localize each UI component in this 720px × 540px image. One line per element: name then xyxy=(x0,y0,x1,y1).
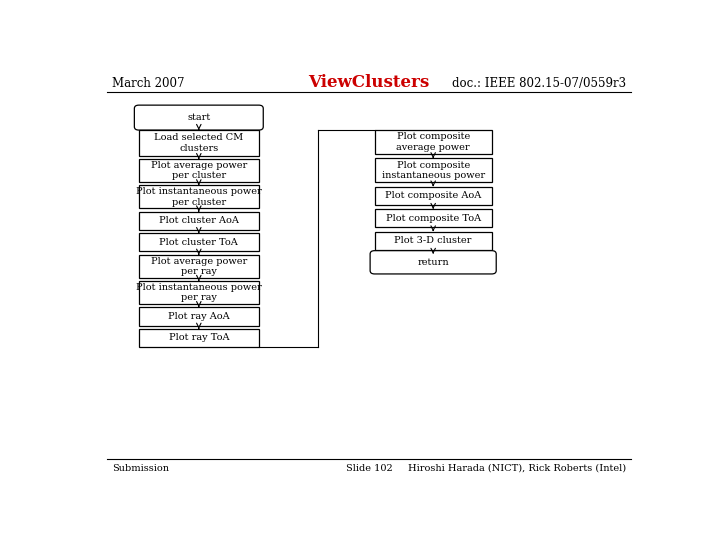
FancyBboxPatch shape xyxy=(139,130,258,156)
Text: Plot ray AoA: Plot ray AoA xyxy=(168,312,230,321)
Text: Load selected CM
clusters: Load selected CM clusters xyxy=(154,133,243,153)
Text: Plot composite ToA: Plot composite ToA xyxy=(386,214,481,222)
FancyBboxPatch shape xyxy=(135,105,264,130)
Text: Plot cluster AoA: Plot cluster AoA xyxy=(159,216,239,225)
FancyBboxPatch shape xyxy=(374,209,492,227)
FancyBboxPatch shape xyxy=(374,130,492,154)
FancyBboxPatch shape xyxy=(374,158,492,183)
Text: March 2007: March 2007 xyxy=(112,77,185,90)
Text: Hiroshi Harada (NICT), Rick Roberts (Intel): Hiroshi Harada (NICT), Rick Roberts (Int… xyxy=(408,464,626,472)
Text: Submission: Submission xyxy=(112,464,169,472)
Text: doc.: IEEE 802.15-07/0559r3: doc.: IEEE 802.15-07/0559r3 xyxy=(451,77,626,90)
FancyBboxPatch shape xyxy=(139,329,258,347)
Text: start: start xyxy=(187,113,210,122)
Text: Plot average power
per ray: Plot average power per ray xyxy=(150,256,247,276)
FancyBboxPatch shape xyxy=(139,281,258,304)
FancyBboxPatch shape xyxy=(139,159,258,182)
Text: Plot composite
average power: Plot composite average power xyxy=(396,132,470,152)
FancyBboxPatch shape xyxy=(139,307,258,326)
FancyBboxPatch shape xyxy=(374,232,492,250)
Text: Plot instantaneous power
per ray: Plot instantaneous power per ray xyxy=(136,283,261,302)
Text: Plot instantaneous power
per cluster: Plot instantaneous power per cluster xyxy=(136,187,261,206)
Text: Plot average power
per cluster: Plot average power per cluster xyxy=(150,161,247,180)
Text: Slide 102: Slide 102 xyxy=(346,464,392,472)
FancyBboxPatch shape xyxy=(370,251,496,274)
FancyBboxPatch shape xyxy=(139,212,258,230)
Text: Plot composite AoA: Plot composite AoA xyxy=(385,191,481,200)
Text: return: return xyxy=(418,258,449,267)
Text: Plot cluster ToA: Plot cluster ToA xyxy=(159,238,238,247)
Text: Plot ray ToA: Plot ray ToA xyxy=(168,334,229,342)
Text: Plot 3-D cluster: Plot 3-D cluster xyxy=(395,236,472,245)
FancyBboxPatch shape xyxy=(374,187,492,205)
Text: Plot composite
instantaneous power: Plot composite instantaneous power xyxy=(382,161,485,180)
FancyBboxPatch shape xyxy=(139,185,258,208)
Text: ViewClusters: ViewClusters xyxy=(308,74,430,91)
FancyBboxPatch shape xyxy=(139,255,258,278)
FancyBboxPatch shape xyxy=(139,233,258,252)
